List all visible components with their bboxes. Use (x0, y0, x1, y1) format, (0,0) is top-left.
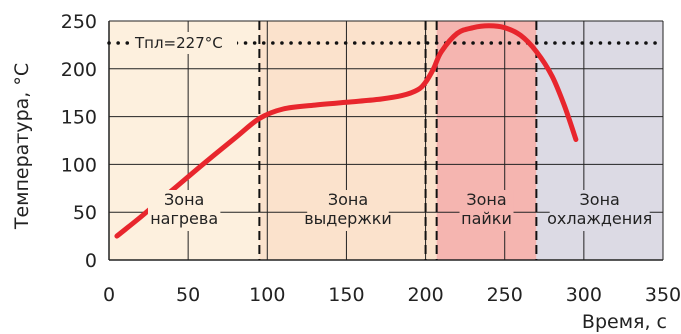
melting-point-label: Тпл=227°С (134, 34, 223, 52)
y-axis-title: Температура, °С (11, 63, 33, 230)
x-axis-title: Время, с (582, 311, 667, 333)
series-layer (114, 23, 579, 239)
series-line-0 (114, 23, 579, 239)
melting-point-label-bg (133, 31, 237, 54)
x-tick-label-100: 100 (249, 284, 285, 306)
zone-label-bg-3 (549, 190, 650, 231)
zone-label-text-2-0: Зона (466, 190, 506, 209)
x-tick-label-300: 300 (566, 284, 602, 306)
x-tick-label-50: 50 (176, 284, 200, 306)
y-tick-label-0: 0 (85, 250, 97, 272)
y-tick-label-150: 150 (61, 107, 97, 129)
zone-label-bg-2 (459, 190, 514, 231)
x-tick-label-200: 200 (407, 284, 443, 306)
x-tick-label-150: 150 (328, 284, 364, 306)
zone-label-text-0-1: нагрева (150, 209, 218, 228)
zone-labels-layer: ЗонанагреваЗонавыдержкиЗонапайкиЗонаохла… (147, 190, 652, 231)
y-tick-label-100: 100 (61, 154, 97, 176)
zone-label-text-1-1: выдержки (304, 209, 392, 228)
zone-label-text-3-1: охлаждения (547, 209, 652, 228)
zone-label-text-1-0: Зона (328, 190, 368, 209)
zone-label-text-0-0: Зона (164, 190, 204, 209)
zone-label-text-2-1: пайки (461, 209, 512, 228)
reference-layer: Тпл=227°С (107, 31, 665, 54)
y-tick-label-250: 250 (61, 11, 97, 33)
zone-label-text-3-0: Зона (580, 190, 620, 209)
zone-label-bg-0 (147, 190, 221, 231)
x-tick-label-350: 350 (645, 284, 681, 306)
y-tick-label-50: 50 (73, 202, 97, 224)
zone-label-bg-1 (307, 190, 389, 231)
x-tick-label-250: 250 (487, 284, 523, 306)
y-tick-label-200: 200 (61, 59, 97, 81)
ticks-layer: 0 50 100 150 200 250 300 350 0 50 100 150 200 250 (61, 11, 681, 306)
x-tick-label-0: 0 (103, 284, 115, 306)
zone-lines-layer (258, 21, 538, 260)
